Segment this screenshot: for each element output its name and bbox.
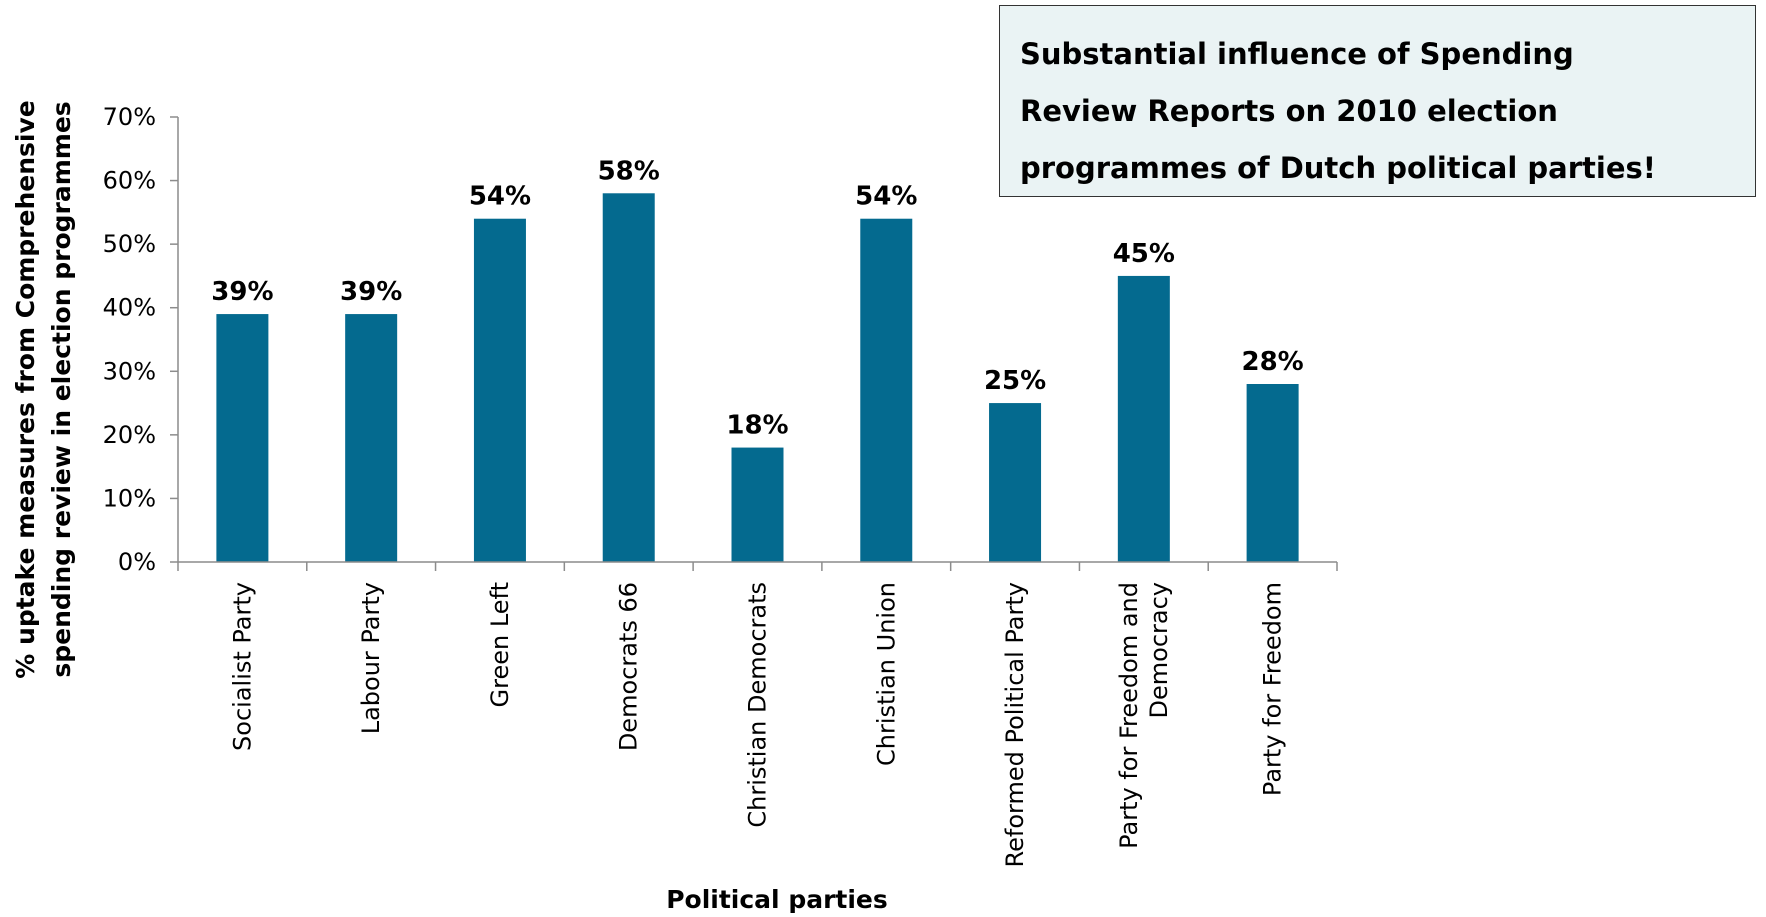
category-label: Democracy bbox=[1145, 582, 1173, 718]
category-label: Party for Freedom and bbox=[1115, 582, 1143, 849]
data-label: 45% bbox=[1113, 239, 1175, 269]
data-label: 39% bbox=[211, 277, 273, 307]
bar bbox=[1246, 384, 1299, 562]
bar bbox=[473, 218, 526, 562]
callout-line-2: Review Reports on 2010 election bbox=[1020, 94, 1558, 128]
y-tick-label: 50% bbox=[103, 230, 156, 258]
y-axis-title-line: spending review in election programmes bbox=[47, 101, 76, 677]
y-tick-label: 40% bbox=[103, 294, 156, 322]
category-label: Party for Freedom bbox=[1259, 582, 1287, 796]
bar bbox=[860, 218, 913, 562]
y-axis-title: % uptake measures from Comprehensive spen… bbox=[11, 100, 76, 678]
y-axis-title-line: % uptake measures from Comprehensive bbox=[11, 100, 40, 678]
callout-box: Substantial influence of Spending Review… bbox=[999, 5, 1756, 197]
data-label: 54% bbox=[855, 182, 917, 212]
data-label: 18% bbox=[726, 411, 788, 441]
y-tick-label: 30% bbox=[103, 357, 156, 385]
callout-line-3: programmes of Dutch political parties! bbox=[1020, 151, 1656, 185]
bar bbox=[216, 314, 269, 562]
data-label: 25% bbox=[984, 366, 1046, 396]
category-label: Green Left bbox=[486, 582, 514, 707]
bar bbox=[345, 314, 398, 562]
y-tick-label: 60% bbox=[103, 167, 156, 195]
data-label: 28% bbox=[1241, 347, 1303, 377]
x-axis-title: Political parties bbox=[666, 885, 888, 914]
category-label: Christian Union bbox=[872, 582, 900, 766]
bar bbox=[1117, 275, 1170, 562]
y-axis: 0% 10% 20% 30% 40% 50% 60% 70% bbox=[103, 103, 179, 576]
callout-line-1: Substantial influence of Spending bbox=[1020, 37, 1574, 71]
bars: 39% 39% 54% 58% 18% 54% 25% 45% 28% bbox=[211, 156, 1304, 563]
category-label: Christian Democrats bbox=[744, 582, 772, 828]
category-label: Socialist Party bbox=[228, 582, 256, 751]
category-label: Democrats 66 bbox=[615, 582, 643, 751]
data-label: 58% bbox=[598, 156, 660, 186]
x-axis: Socialist Party Labour Party Green Left Dem… bbox=[177, 561, 1338, 867]
bar bbox=[602, 193, 655, 563]
y-tick-label: 70% bbox=[103, 103, 156, 131]
category-label: Labour Party bbox=[357, 582, 385, 734]
data-label: 54% bbox=[469, 182, 531, 212]
data-label: 39% bbox=[340, 277, 402, 307]
category-label: Reformed Political Party bbox=[1001, 582, 1029, 867]
y-tick-label: 0% bbox=[118, 548, 156, 576]
bar bbox=[731, 447, 784, 562]
y-tick-label: 20% bbox=[103, 421, 156, 449]
y-tick-label: 10% bbox=[103, 484, 156, 512]
bar bbox=[989, 403, 1042, 562]
